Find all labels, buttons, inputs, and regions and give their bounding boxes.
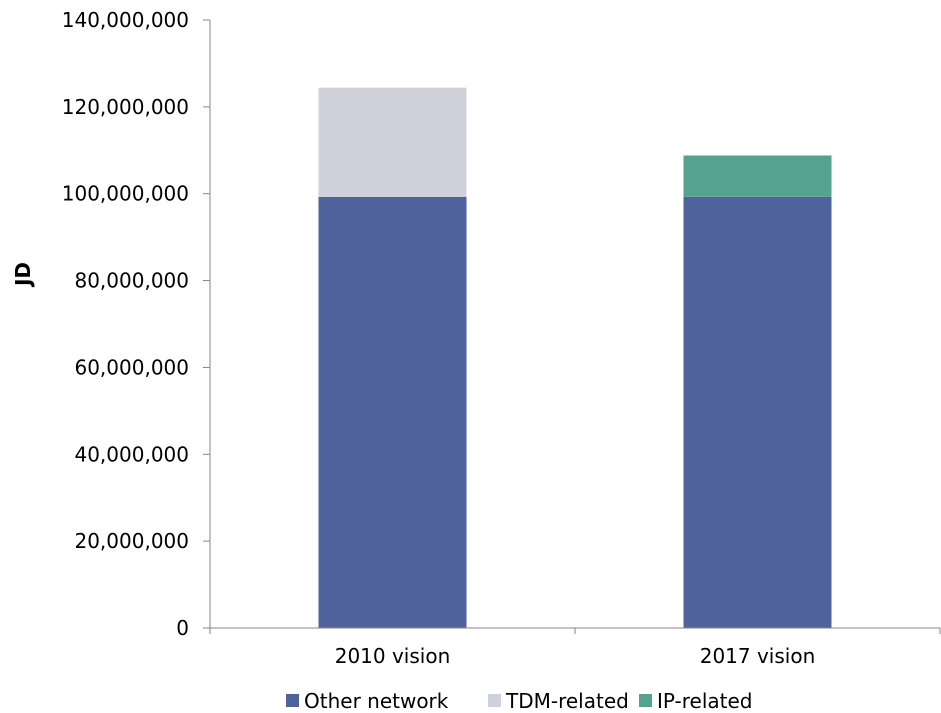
legend-swatch	[286, 694, 299, 707]
bar-other-network-2017-vision	[683, 196, 832, 629]
y-ticks-layer: 0 20,000,000 40,000,000 60,000,000 80,000,00…	[62, 8, 210, 640]
legend-label: Other network	[304, 689, 449, 713]
bars-layer	[318, 87, 832, 629]
legend-label: IP-related	[657, 689, 752, 713]
bar-tdm-related-2010-vision	[318, 87, 467, 197]
y-tick-label: 140,000,000	[62, 8, 189, 32]
legend: Other network TDM-related IP-related	[286, 689, 752, 713]
y-axis-title: JD	[11, 262, 35, 288]
y-tick-label: 20,000,000	[74, 529, 189, 553]
y-tick-label: 40,000,000	[74, 442, 189, 466]
legend-swatch	[488, 694, 501, 707]
legend-label: TDM-related	[505, 689, 629, 713]
bar-ip-related-2017-vision	[683, 155, 832, 197]
bar-other-network-2010-vision	[318, 196, 467, 629]
x-tick-label: 2010 vision	[335, 644, 451, 668]
y-tick-label: 60,000,000	[74, 355, 189, 379]
y-tick-label: 0	[176, 616, 189, 640]
y-tick-label: 100,000,000	[62, 182, 189, 206]
y-tick-label: 80,000,000	[74, 269, 189, 293]
x-ticks-layer: 2010 vision 2017 vision	[209, 628, 941, 668]
x-tick-label: 2017 vision	[700, 644, 816, 668]
y-tick-label: 120,000,000	[62, 95, 189, 119]
legend-swatch	[639, 694, 652, 707]
